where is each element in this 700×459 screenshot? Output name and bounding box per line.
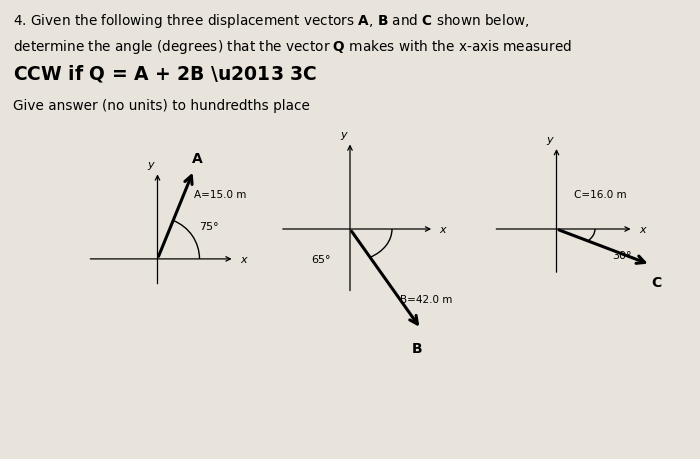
Text: x: x (240, 254, 246, 264)
Text: 4. Given the following three displacement vectors $\bf{A}$, $\bf{B}$ and $\bf{C}: 4. Given the following three displacemen… (13, 11, 529, 29)
Text: C=16.0 m: C=16.0 m (574, 190, 626, 200)
Text: y: y (547, 134, 553, 145)
Text: determine the angle (degrees) that the vector $\bf{Q}$ makes with the x-axis mea: determine the angle (degrees) that the v… (13, 38, 571, 56)
Text: B: B (412, 341, 423, 355)
Text: Give answer (no units) to hundredths place: Give answer (no units) to hundredths pla… (13, 99, 309, 112)
Text: y: y (148, 160, 154, 170)
Text: x: x (440, 224, 446, 235)
Text: x: x (639, 224, 645, 235)
Text: y: y (340, 130, 346, 140)
Text: 30°: 30° (612, 250, 632, 260)
Text: A=15.0 m: A=15.0 m (194, 190, 246, 199)
Text: C: C (651, 275, 661, 289)
Text: CCW if $\bf{Q}$ = $\bf{A}$ + 2$\bf{B}$ \u2013 3$\bf{C}$: CCW if $\bf{Q}$ = $\bf{A}$ + 2$\bf{B}$ \… (13, 63, 316, 84)
Text: 65°: 65° (312, 255, 331, 265)
Text: A: A (192, 152, 202, 166)
Text: B=42.0 m: B=42.0 m (400, 294, 452, 304)
Text: 75°: 75° (199, 222, 219, 232)
